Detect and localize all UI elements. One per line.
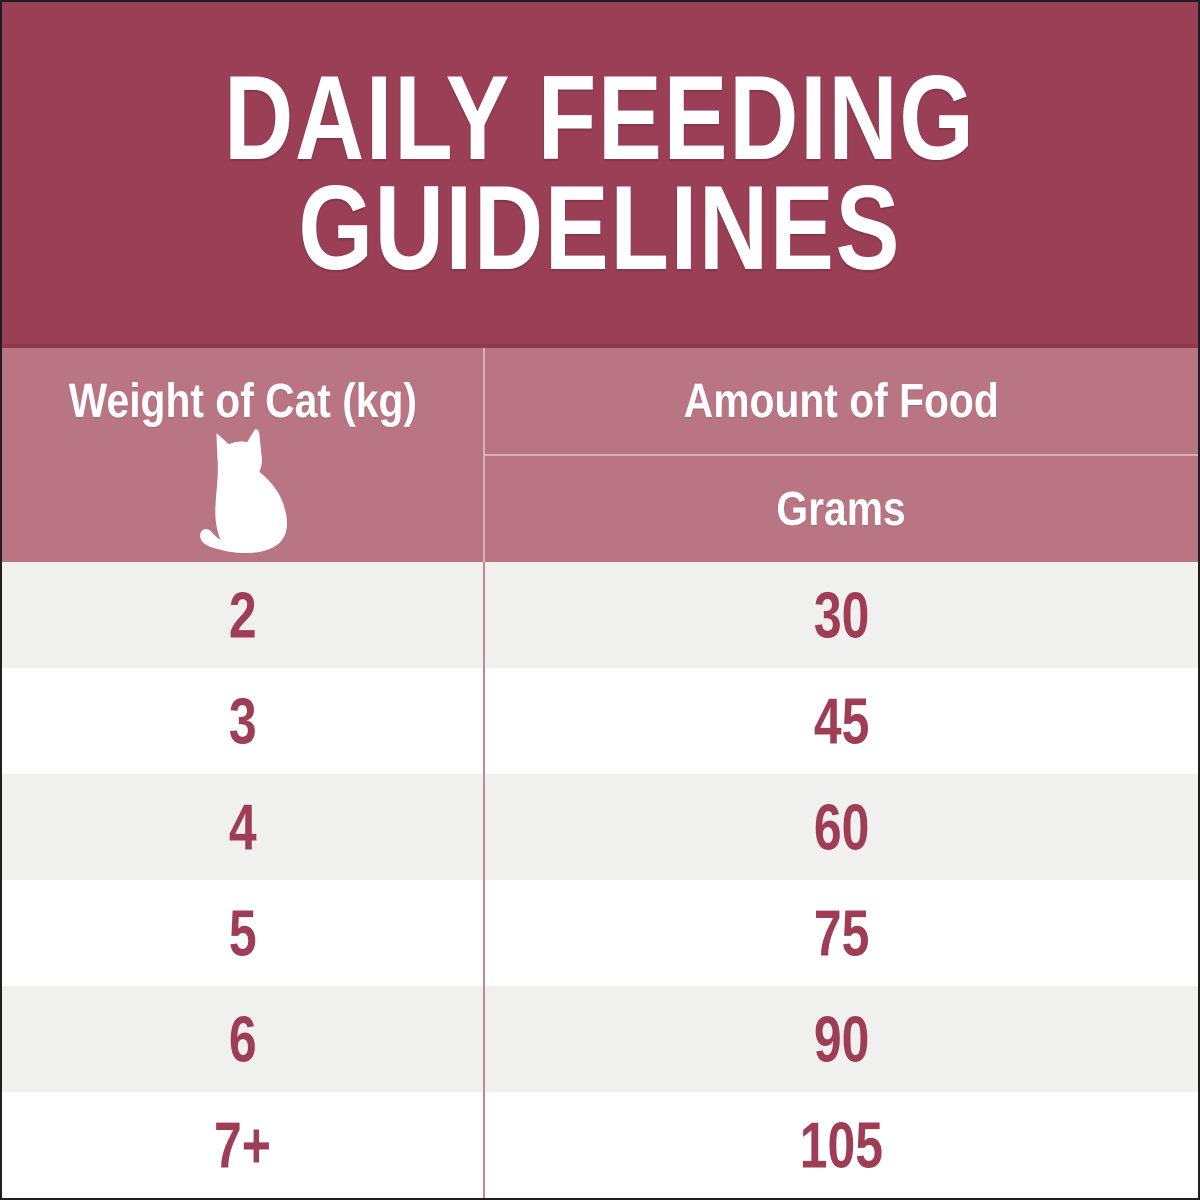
grams-cell: 75 [483,880,1198,986]
table-row: 5 75 [2,880,1198,986]
table-row: 3 45 [2,668,1198,774]
cat-silhouette-icon [194,429,292,558]
amount-of-food-header: Amount of Food [485,348,1198,456]
weight-cell: 4 [228,790,257,864]
grams-cell: 60 [483,774,1198,880]
weight-cell: 7+ [214,1108,271,1182]
grams-cell: 105 [483,1092,1198,1198]
table-row: 4 60 [2,774,1198,880]
table-row: 2 30 [2,562,1198,668]
page-title-line-2: GUIDELINES [298,161,902,295]
header-cell-amount: Amount of Food Grams [483,348,1198,562]
table-row: 7+ 105 [2,1092,1198,1198]
grams-cell: 90 [483,986,1198,1092]
grams-cell: 45 [483,668,1198,774]
page-title-line-1: DAILY FEEDING [224,50,976,185]
weight-cell: 5 [228,896,257,970]
grams-cell: 30 [483,562,1198,668]
table-row: 6 90 [2,986,1198,1092]
table-body: 2 30 3 45 4 60 5 [2,562,1198,1198]
weight-cell: 6 [228,1002,257,1076]
weight-cell: 3 [228,684,257,758]
header-cell-weight: Weight of Cat (kg) [2,348,483,562]
table-header-row: Weight of Cat (kg) Amount of Food Grams [2,348,1198,562]
title-band: DAILY FEEDING GUIDELINES [2,2,1198,348]
weight-column-header: Weight of Cat (kg) [68,375,417,428]
grams-subheader: Grams [776,482,907,536]
weight-cell: 2 [228,578,257,652]
